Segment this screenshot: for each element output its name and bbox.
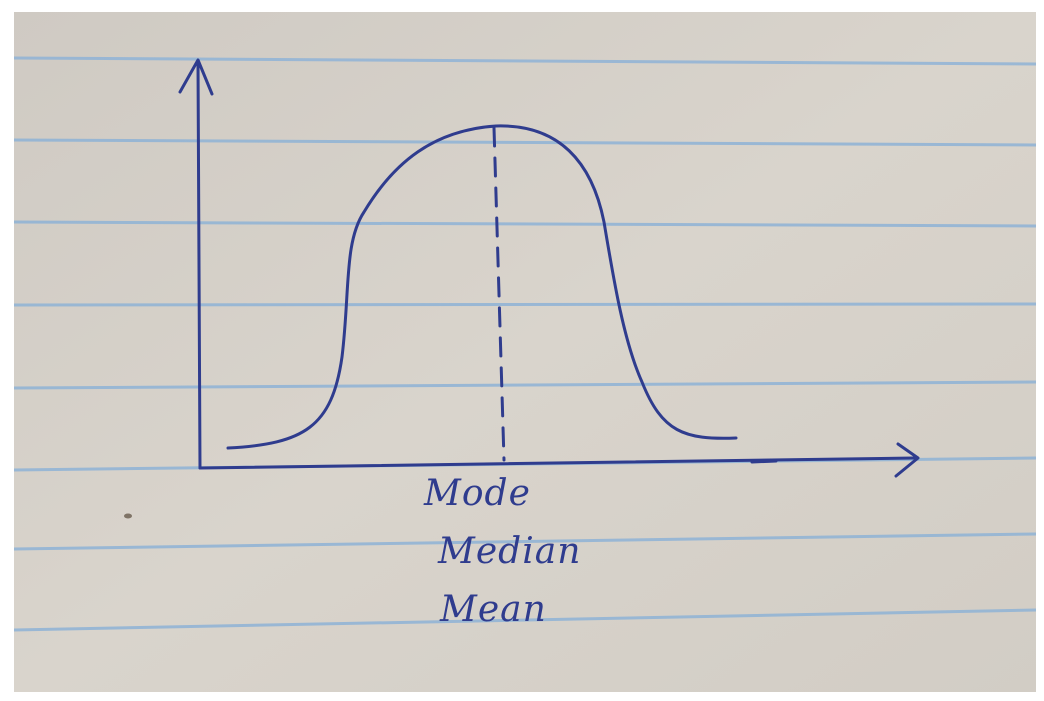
rule-line [14,532,1036,551]
distribution-curve [226,124,738,450]
notebook-photo: Mode Median Mean [14,12,1036,692]
median-label: Median [438,531,582,572]
rule-line [14,138,1036,147]
x-axis-line [198,456,916,470]
paper-background [14,12,1036,692]
notebook-paper [14,12,1036,692]
rule-line [14,56,1036,66]
center-dashed-line [492,126,506,462]
y-axis-arrowhead [178,58,214,96]
x-axis-arrowhead [894,442,920,478]
x-axis-mark [750,459,778,464]
ink-speck [124,513,132,519]
y-axis-line [196,60,202,470]
mode-label: Mode [424,473,531,514]
rule-line [14,608,1036,632]
rule-line [14,302,1036,307]
mean-label: Mean [440,589,547,630]
rule-line [14,380,1036,390]
rule-line [14,220,1036,228]
